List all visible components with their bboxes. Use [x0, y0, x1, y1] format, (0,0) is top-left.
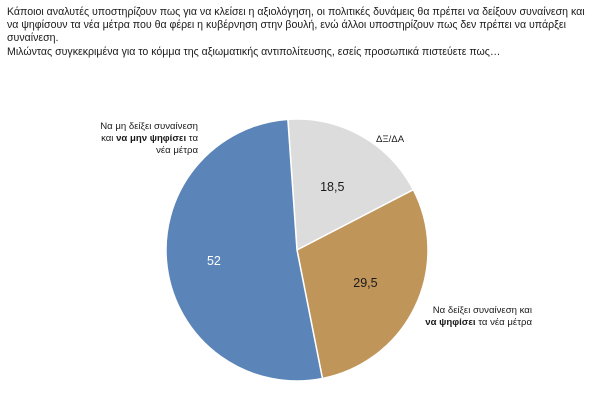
label-text: Να δείξει συναίνεση και [432, 305, 532, 316]
label-text: τα νέα μέτρα [475, 317, 532, 328]
slice-label-vote-no: Να μη δείξει συναίνεση και να μην ψηφίσε… [96, 121, 198, 157]
question-text: Κάποιοι αναλυτές υποστηρίζουν πως για να… [7, 6, 595, 59]
slice-label-vote-yes: Να δείξει συναίνεση και να ψηφίσει τα νέ… [420, 305, 532, 329]
label-emphasis: να μην ψηφίσει [116, 133, 187, 144]
value-label-dont-know: 18,5 [320, 180, 344, 194]
value-label-vote-yes: 29,5 [353, 276, 377, 290]
pie-slice-dont-know [287, 118, 415, 252]
label-emphasis: να ψηφίσει [425, 317, 476, 328]
question-line-2: Μιλώντας συγκεκριμένα για το κόμμα της α… [7, 45, 501, 58]
value-label-vote-no: 52 [207, 254, 221, 268]
slice-label-dont-know: ΔΞ/ΔΑ [376, 134, 446, 146]
pie-slice-vote-yes [296, 188, 429, 380]
label-text: ΔΞ/ΔΑ [376, 134, 405, 145]
label-text: τα νέα μέτρα [156, 133, 198, 156]
pie-slice-vote-no [165, 118, 324, 382]
question-line-1: Κάποιοι αναλυτές υποστηρίζουν πως για να… [7, 6, 585, 45]
label-text: Να μη δείξει συναίνεση και [100, 121, 198, 144]
